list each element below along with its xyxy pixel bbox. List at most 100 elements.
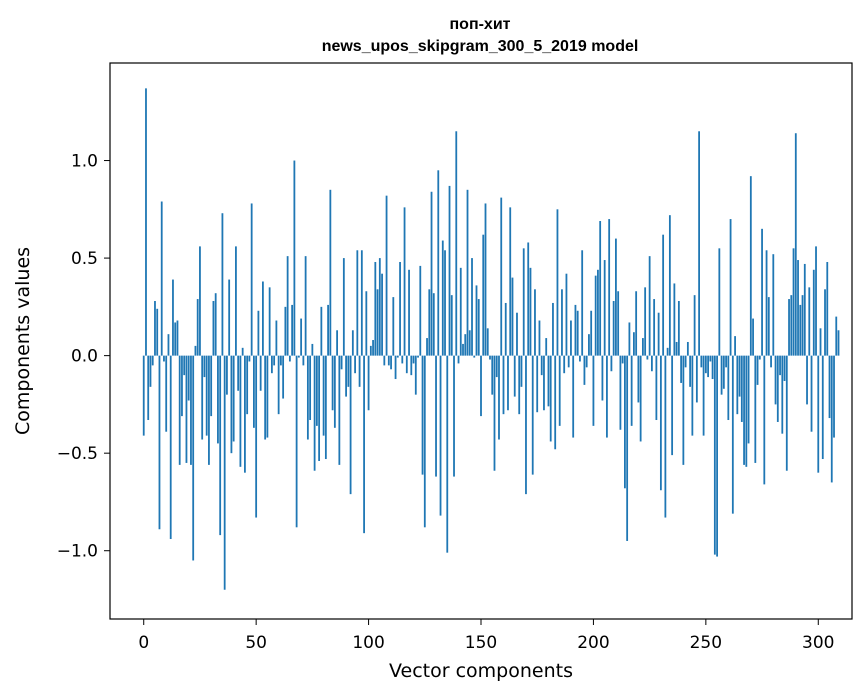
bar [399,261,401,356]
bar [468,330,471,356]
bar [232,355,235,442]
bar [835,316,838,356]
bar [369,345,372,356]
chart-title-line2: news_upos_skipgram_300_5_2019 model [322,38,639,55]
bar [711,355,714,380]
bar [624,355,626,489]
bar [830,355,833,483]
bar [221,213,224,356]
bar [482,234,485,356]
bar [655,355,658,421]
bar [270,355,273,374]
bar [208,355,210,465]
bar [459,267,462,356]
bar [408,269,410,356]
bar [356,250,359,356]
bar [244,355,246,473]
bar [217,355,219,444]
bar [758,355,761,360]
bar [779,355,781,376]
bar [169,355,172,540]
bar [306,355,309,440]
bar [194,345,197,356]
bar [641,338,644,356]
bar [770,355,772,368]
bar [662,234,665,356]
bar [754,355,757,463]
bar [149,355,152,387]
bar [502,355,505,415]
bar [565,273,568,356]
bar [603,260,606,356]
bar [259,355,262,391]
bar [689,355,692,387]
bar [275,320,278,356]
bar [151,355,154,366]
bar [513,355,516,397]
bar [489,355,491,360]
bar [673,283,676,356]
bar [354,355,356,374]
bar [349,355,352,495]
bar [286,256,289,356]
bar [716,355,718,557]
bar [372,340,374,356]
bar [776,355,779,422]
bar [183,355,186,376]
bar [165,355,168,432]
bar [615,238,617,356]
bar [765,250,768,356]
bar [727,355,730,421]
bar [172,279,174,356]
bar [520,355,523,387]
bar [345,355,347,397]
bar [806,355,808,405]
bar [167,334,170,356]
bar [401,355,404,364]
bar [145,88,147,356]
y-axis-ticks: −1.0 −0.5 0.0 0.5 1.0 [57,152,110,562]
bar [266,355,269,438]
bar [367,355,370,411]
bar [347,355,350,387]
bar [313,355,316,471]
bar [142,355,145,436]
bar [635,291,638,356]
bar [302,355,305,366]
bar [725,355,727,368]
bar [682,355,685,465]
bar [304,256,307,356]
bar [273,355,276,366]
bar [331,355,334,411]
bar [657,312,660,356]
bar [736,355,739,415]
bar [486,328,489,356]
bar [601,355,604,401]
bar [677,301,680,356]
bar [403,207,406,356]
bar [462,343,464,356]
bar [417,355,419,358]
bar [653,299,656,356]
bar [815,246,817,356]
bar [340,355,343,370]
bar [527,242,530,356]
bar [691,355,694,436]
bar [704,355,707,374]
bar [374,261,377,356]
bar [491,355,494,395]
bar [378,258,381,356]
bar [174,322,177,356]
bar [812,269,815,356]
bar [837,330,840,356]
bar [338,355,341,465]
bar [419,265,422,356]
bar [772,254,775,356]
bar [821,355,824,460]
bar [484,203,487,356]
bar [783,355,786,381]
x-tick-label: 0 [138,633,149,653]
bar [808,287,811,356]
bar [228,279,231,356]
bar [529,267,532,356]
